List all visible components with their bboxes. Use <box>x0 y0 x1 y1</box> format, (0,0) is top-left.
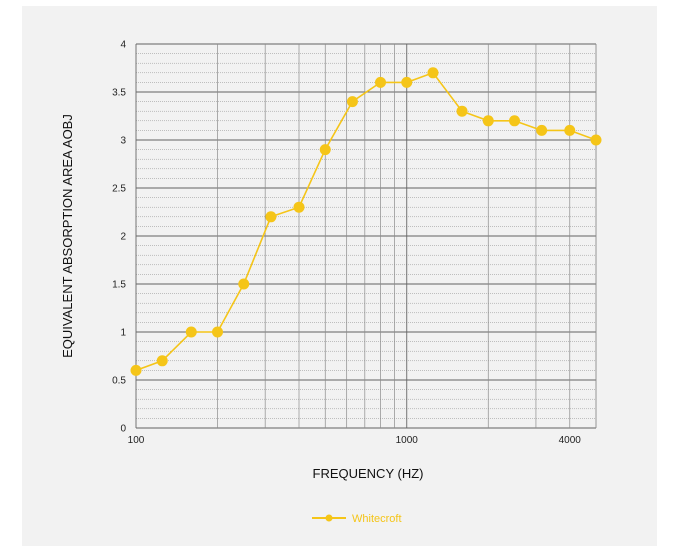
x-tick-label: 100 <box>128 435 145 446</box>
series-layer <box>130 67 602 376</box>
y-tick-label: 0.5 <box>112 376 126 387</box>
y-tick-label: 2 <box>120 232 126 243</box>
data-point[interactable] <box>319 144 331 156</box>
x-tick-label: 1000 <box>396 435 419 446</box>
data-point[interactable] <box>456 105 468 117</box>
y-tick-label: 4 <box>120 40 126 51</box>
series-line <box>135 71 597 372</box>
legend-label: Whitecroft <box>352 513 402 525</box>
data-point[interactable] <box>564 124 576 136</box>
y-tick-label: 1.5 <box>112 280 126 291</box>
data-point[interactable] <box>401 76 413 88</box>
x-tick-labels: 100 1000 4000 <box>128 435 582 446</box>
data-point[interactable] <box>375 76 387 88</box>
data-point[interactable] <box>156 355 168 367</box>
data-point[interactable] <box>590 134 602 146</box>
x-tick-label: 4000 <box>559 435 582 446</box>
y-tick-labels: 0 0.5 1 1.5 2 2.5 3 3.5 4 <box>112 40 126 435</box>
legend-marker <box>325 514 333 522</box>
y-tick-label: 0 <box>120 424 126 435</box>
data-point[interactable] <box>212 326 224 338</box>
data-point[interactable] <box>346 96 358 108</box>
x-axis-title: FREQUENCY (HZ) <box>313 466 424 481</box>
data-point[interactable] <box>238 278 250 290</box>
y-axis-title: EQUIVALENT ABSORPTION AREA AOBJ <box>60 114 75 358</box>
chart-panel <box>22 6 657 546</box>
data-point[interactable] <box>427 67 439 79</box>
y-tick-label: 2.5 <box>112 184 126 195</box>
grid <box>135 43 597 429</box>
data-point[interactable] <box>482 115 494 127</box>
data-point[interactable] <box>185 326 197 338</box>
data-point[interactable] <box>293 201 305 213</box>
data-point[interactable] <box>508 115 520 127</box>
y-tick-label: 3 <box>120 136 126 147</box>
data-point[interactable] <box>536 124 548 136</box>
y-tick-label: 3.5 <box>112 88 126 99</box>
y-tick-label: 1 <box>120 328 126 339</box>
data-point[interactable] <box>265 211 277 223</box>
data-point[interactable] <box>130 364 142 376</box>
legend[interactable]: Whitecroft <box>312 513 402 525</box>
